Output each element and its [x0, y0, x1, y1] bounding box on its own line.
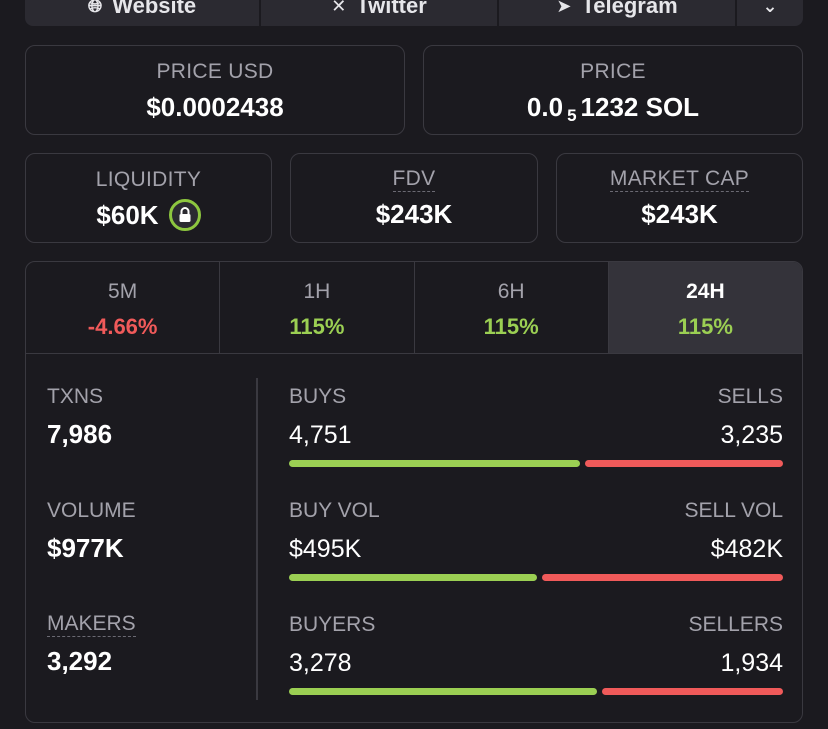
buy-share-bar: [289, 460, 580, 467]
lock-icon[interactable]: [168, 199, 201, 231]
price-change: 115%: [289, 314, 345, 339]
fdv-card: FDV $243K: [290, 153, 538, 243]
txns-stat: TXNS 7,986: [47, 384, 247, 498]
buys-label: BUYS: [289, 385, 347, 408]
txns-value: 7,986: [47, 419, 113, 449]
telegram-link[interactable]: ➤ Telegram: [499, 0, 737, 26]
makers-stat: MAKERS 3,292: [47, 612, 247, 722]
price-sol-card: PRICE 0.0 5 1232 SOL: [423, 45, 803, 135]
makers-breakdown-labels: BUYERS SELLERS: [289, 612, 783, 638]
volume-breakdown-values: $495K $482K: [289, 534, 783, 564]
social-links-bar: 🌐︎ Website ✕ Twitter ➤ Telegram ⌄: [25, 0, 803, 26]
volume-label: VOLUME: [47, 499, 136, 522]
price-sol-zero-count: 5: [567, 106, 577, 125]
makers-value: 3,292: [47, 646, 113, 676]
column-divider: [256, 378, 258, 700]
price-change: -4.66%: [87, 314, 158, 339]
totals-column: TXNS 7,986 VOLUME $977K MAKERS 3,292: [47, 384, 247, 722]
twitter-label: Twitter: [356, 0, 427, 18]
globe-icon: 🌐︎: [87, 0, 103, 16]
trading-stats-panel: 5M -4.66% 1H 115% 6H 115% 24H 115% TXNS …: [25, 261, 803, 723]
fdv-value: $243K: [375, 199, 453, 229]
liquidity-card: LIQUIDITY $60K: [25, 153, 272, 243]
makers-ratio-bar: [289, 688, 783, 695]
volume-stat: VOLUME $977K: [47, 498, 247, 612]
tab-6h[interactable]: 6H 115%: [415, 262, 609, 353]
price-usd-label: PRICE USD: [156, 60, 274, 83]
buys-value: 4,751: [289, 421, 352, 449]
buy-vol-value: $495K: [289, 535, 362, 563]
fdv-label[interactable]: FDV: [392, 167, 436, 192]
makers-breakdown-values: 3,278 1,934: [289, 648, 783, 678]
txns-label: TXNS: [47, 385, 104, 408]
twitter-link[interactable]: ✕ Twitter: [261, 0, 499, 26]
buy-share-bar: [289, 574, 537, 581]
price-sol-prefix: 0.0: [526, 92, 564, 122]
tab-1h[interactable]: 1H 115%: [220, 262, 415, 353]
sell-vol-label: SELL VOL: [684, 499, 783, 522]
sell-share-bar: [584, 460, 783, 467]
tab-label: 1H: [303, 280, 331, 303]
tab-label: 6H: [497, 280, 525, 303]
telegram-label: Telegram: [581, 0, 678, 18]
price-sol-label: PRICE: [580, 60, 646, 83]
buy-sell-column: BUYS SELLS 4,751 3,235 BUY VOL SELL VOL: [289, 384, 783, 722]
timeframe-tabs: 5M -4.66% 1H 115% 6H 115% 24H 115%: [26, 262, 802, 354]
txns-breakdown: BUYS SELLS 4,751 3,235: [289, 384, 783, 498]
buy-vol-label: BUY VOL: [289, 499, 380, 522]
txns-ratio-bar: [289, 460, 783, 467]
tab-label: 24H: [686, 280, 725, 303]
buy-share-bar: [289, 688, 597, 695]
website-label: Website: [112, 0, 197, 18]
tab-label: 5M: [108, 280, 138, 303]
liquidity-value-row: $60K: [26, 199, 271, 231]
sellers-label: SELLERS: [688, 613, 783, 636]
price-sol-value: 0.0 5 1232 SOL: [424, 91, 802, 125]
sell-share-bar: [601, 688, 783, 695]
makers-breakdown: BUYERS SELLERS 3,278 1,934: [289, 612, 783, 722]
x-logo-icon: ✕: [331, 0, 347, 16]
volume-breakdown: BUY VOL SELL VOL $495K $482K: [289, 498, 783, 612]
sells-value: 3,235: [720, 421, 783, 449]
market-cap-card: MARKET CAP $243K: [556, 153, 803, 243]
telegram-icon: ➤: [556, 0, 572, 16]
tab-24h[interactable]: 24H 115%: [608, 262, 802, 353]
price-usd-card: PRICE USD $0.0002438: [25, 45, 405, 135]
tab-5m[interactable]: 5M -4.66%: [26, 262, 221, 353]
liquidity-value: $60K: [96, 200, 159, 230]
makers-label[interactable]: MAKERS: [47, 612, 136, 637]
txns-breakdown-labels: BUYS SELLS: [289, 384, 783, 410]
more-links-button[interactable]: ⌄: [737, 0, 803, 26]
volume-value: $977K: [47, 533, 124, 563]
price-change: 115%: [483, 314, 539, 339]
volume-ratio-bar: [289, 574, 783, 581]
website-link[interactable]: 🌐︎ Website: [25, 0, 261, 26]
buyers-label: BUYERS: [289, 613, 376, 636]
price-sol-suffix: 1232 SOL: [580, 92, 700, 122]
sells-label: SELLS: [717, 385, 783, 408]
volume-breakdown-labels: BUY VOL SELL VOL: [289, 498, 783, 524]
sell-share-bar: [541, 574, 783, 581]
txns-breakdown-values: 4,751 3,235: [289, 420, 783, 450]
chevron-down-icon: ⌄: [762, 0, 778, 16]
sellers-value: 1,934: [720, 649, 783, 677]
price-usd-value: $0.0002438: [146, 92, 284, 122]
price-change: 115%: [677, 314, 733, 339]
market-cap-label[interactable]: MARKET CAP: [609, 167, 750, 192]
sell-vol-value: $482K: [710, 535, 783, 563]
market-cap-value: $243K: [641, 199, 718, 229]
liquidity-label: LIQUIDITY: [95, 168, 202, 191]
buyers-value: 3,278: [289, 649, 352, 677]
